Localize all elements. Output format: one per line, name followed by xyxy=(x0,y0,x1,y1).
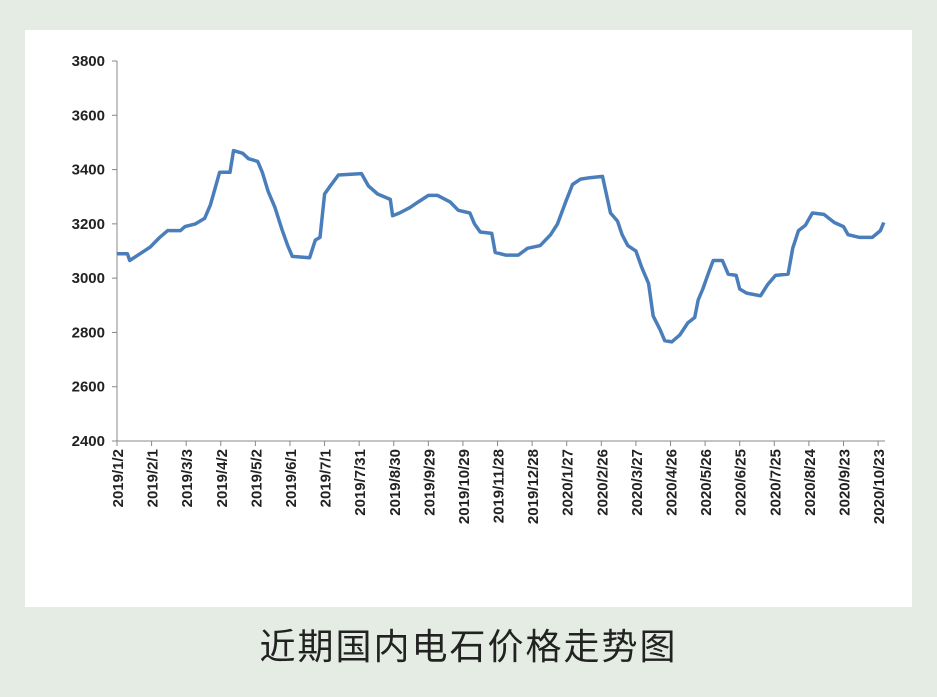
price-line xyxy=(117,148,886,344)
x-tick-label: 2019/7/31 xyxy=(352,449,369,516)
x-tick-label: 2019/5/2 xyxy=(248,449,265,507)
x-tick-label: 2020/6/25 xyxy=(733,449,750,516)
caption: 近期国内电石价格走势图 xyxy=(259,627,678,668)
x-tick-label: 2020/4/26 xyxy=(664,449,681,516)
x-tick-label: 2020/1/27 xyxy=(560,449,577,516)
x-tick-label: 2019/8/30 xyxy=(387,449,404,516)
y-tick-label: 3600 xyxy=(72,107,105,124)
plot-panel xyxy=(25,30,912,607)
x-tick-label: 2020/2/26 xyxy=(594,449,611,516)
y-tick-label: 3200 xyxy=(72,216,105,233)
x-tick-label: 2019/9/29 xyxy=(421,449,438,516)
x-tick-label: 2019/7/1 xyxy=(318,449,335,507)
x-tick-label: 2020/7/25 xyxy=(767,449,784,516)
x-tick-label: 2019/2/1 xyxy=(145,449,162,507)
x-tick-label: 2020/8/24 xyxy=(802,448,819,515)
x-tick-label: 2019/4/2 xyxy=(214,449,231,507)
y-tick-label: 2400 xyxy=(72,433,105,450)
x-tick-label: 2020/9/23 xyxy=(836,449,853,516)
x-tick-label: 2019/1/2 xyxy=(110,449,127,507)
x-tick-label: 2019/11/28 xyxy=(491,449,508,523)
x-tick-label: 2020/10/23 xyxy=(871,449,888,524)
x-tick-label: 2019/10/29 xyxy=(456,449,473,524)
x-tick-label: 2020/5/26 xyxy=(698,449,715,516)
y-tick-label: 2800 xyxy=(72,324,105,341)
x-tick-label: 2019/3/3 xyxy=(179,449,196,507)
x-tick-label: 2020/3/27 xyxy=(629,449,646,516)
y-tick-label: 3800 xyxy=(72,53,105,70)
x-tick-label: 2019/12/28 xyxy=(525,449,542,524)
y-tick-label: 2600 xyxy=(72,379,105,396)
y-tick-label: 3000 xyxy=(72,270,105,287)
y-tick-label: 3400 xyxy=(72,162,105,179)
x-tick-label: 2019/6/1 xyxy=(283,449,300,507)
